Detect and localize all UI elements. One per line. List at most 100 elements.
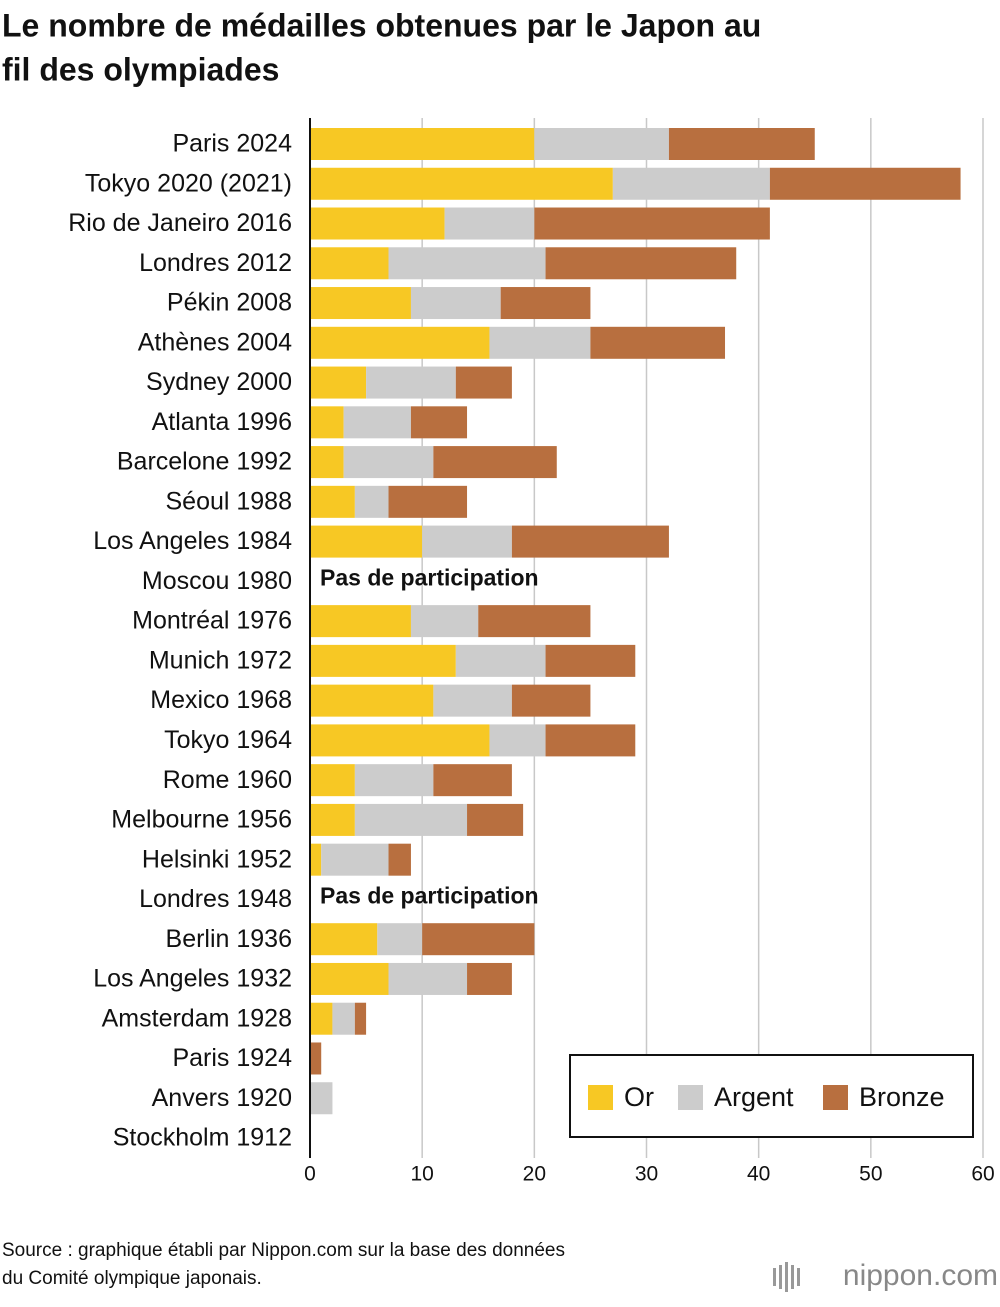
bar-segment	[444, 207, 535, 240]
y-tick-label: Tokyo 1964	[164, 726, 292, 754]
bar-segment	[310, 167, 613, 200]
bar-segment	[321, 843, 389, 876]
bar-segment	[545, 247, 737, 280]
legend-label: Argent	[714, 1082, 794, 1112]
bar-segment	[545, 644, 636, 677]
bar-segment	[310, 803, 355, 836]
legend-swatch	[823, 1085, 848, 1110]
bar-segment	[388, 962, 468, 995]
bar-segment	[310, 247, 389, 280]
bar-segment	[422, 525, 512, 558]
y-tick-label: Londres 2012	[139, 249, 292, 277]
bar-segment	[410, 287, 501, 320]
bar-segment	[332, 1002, 355, 1035]
bar-segment	[310, 525, 423, 558]
bar-segment	[388, 247, 546, 280]
bar-segment	[534, 207, 770, 240]
bar-segment	[310, 605, 411, 638]
bar-segment	[310, 1042, 322, 1075]
y-tick-label: Munich 1972	[149, 646, 292, 674]
x-tick-label: 0	[304, 1163, 316, 1186]
bar-segment	[590, 326, 726, 359]
bar-segment	[545, 724, 636, 757]
y-tick-label: Séoul 1988	[165, 487, 292, 515]
y-tick-label: Rome 1960	[163, 766, 292, 794]
x-tick-label: 20	[523, 1163, 546, 1186]
bar-segment	[668, 128, 815, 160]
bar-segment	[310, 962, 389, 995]
bar-segment	[310, 366, 367, 399]
annotation: Pas de participation	[320, 564, 539, 590]
bar-segment	[422, 923, 535, 956]
y-tick-label: Montréal 1976	[132, 607, 292, 635]
y-tick-label: Atlanta 1996	[152, 408, 292, 436]
y-tick-label: Los Angeles 1932	[93, 965, 292, 993]
bar-segment	[500, 287, 591, 320]
chart-title: Le nombre de médailles obtenues par le J…	[2, 7, 761, 43]
y-tick-label: Mexico 1968	[150, 686, 292, 714]
bar-segment	[310, 485, 355, 518]
bar-segment	[354, 764, 434, 797]
y-tick-label: Paris 2024	[172, 130, 292, 158]
bar-segment	[433, 446, 557, 479]
legend-label: Or	[624, 1082, 654, 1112]
source: Source : graphique établi par Nippon.com…	[2, 1240, 565, 1261]
y-tick-label: Berlin 1936	[166, 925, 292, 953]
y-tick-label: Los Angeles 1984	[93, 527, 292, 555]
bar-segment	[310, 1002, 333, 1035]
bar-segment	[310, 923, 378, 956]
brand: nippon.com	[843, 1259, 998, 1292]
legend-box	[569, 1054, 974, 1138]
legend-swatch	[678, 1085, 703, 1110]
bar-segment	[354, 803, 468, 836]
y-tick-label: Londres 1948	[139, 885, 292, 913]
bar-segment	[343, 446, 434, 479]
bar-segment	[310, 843, 322, 876]
bar-segment	[310, 446, 344, 479]
bar-segment	[310, 287, 411, 320]
bar-segment	[455, 644, 546, 677]
y-tick-label: Melbourne 1956	[111, 806, 292, 834]
x-tick-label: 40	[747, 1163, 770, 1186]
bar-segment	[511, 684, 591, 717]
bar-segment	[310, 1082, 333, 1115]
y-tick-label: Barcelone 1992	[117, 448, 292, 476]
y-tick-label: Anvers 1920	[152, 1084, 292, 1112]
bar-segment	[769, 167, 961, 200]
y-tick-label: Helsinki 1952	[142, 845, 292, 873]
bar-segment	[511, 525, 669, 558]
bar-segment	[433, 764, 512, 797]
y-tick-label: Paris 1924	[172, 1044, 292, 1072]
bar-segment	[310, 128, 535, 160]
logo-icon	[773, 1262, 800, 1292]
bar-segment	[410, 605, 479, 638]
chart-title: fil des olympiades	[2, 51, 279, 87]
y-tick-label: Stockholm 1912	[113, 1124, 292, 1152]
bar-segment	[310, 326, 490, 359]
bar-segment	[433, 684, 512, 717]
bar-segment	[310, 406, 344, 439]
bar-segment	[467, 803, 524, 836]
bar-segment	[388, 843, 411, 876]
y-tick-label: Athènes 2004	[138, 328, 292, 356]
bar-segment	[489, 724, 546, 757]
bar-segment	[354, 1002, 367, 1035]
source: du Comité olympique japonais.	[2, 1268, 262, 1289]
bar-segment	[343, 406, 411, 439]
bar-segment	[455, 366, 512, 399]
annotation: Pas de participation	[320, 883, 539, 909]
bar-segment	[377, 923, 423, 956]
bar-segment	[310, 644, 456, 677]
x-tick-label: 30	[635, 1163, 658, 1186]
legend-label: Bronze	[859, 1082, 945, 1112]
bar-segment	[310, 764, 355, 797]
y-tick-label: Sydney 2000	[146, 368, 292, 396]
bar-segment	[310, 207, 445, 240]
bar-segment	[388, 485, 468, 518]
bar-segment	[310, 724, 490, 757]
y-tick-label: Tokyo 2020 (2021)	[85, 169, 292, 197]
legend-swatch	[588, 1085, 613, 1110]
x-tick-label: 10	[410, 1163, 433, 1186]
bar-segment	[366, 366, 456, 399]
